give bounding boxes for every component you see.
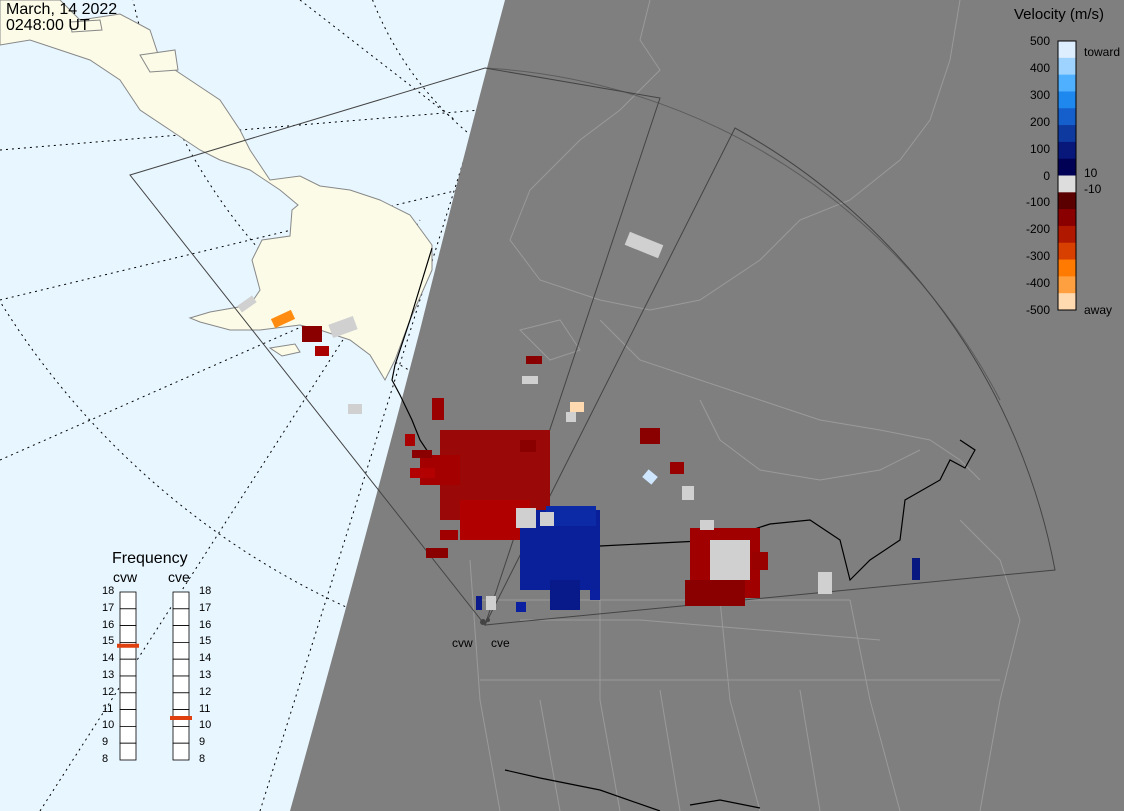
echoes-away [302, 326, 768, 606]
frequency-marker [170, 716, 192, 720]
frequency-bars [117, 591, 192, 761]
frequency-tick-left: 14 [102, 652, 115, 665]
frequency-tick-left: 12 [102, 685, 115, 698]
ground-scatter [237, 231, 832, 610]
frequency-tick-left: 8 [102, 753, 109, 765]
frequency-radar-cve-label: cve [168, 569, 190, 585]
velocity-tick-label: 500 [1029, 34, 1050, 48]
frequency-tick-left: 10 [102, 719, 115, 732]
velocity-tick-label: 400 [1029, 60, 1050, 75]
frequency-cell [172, 675, 190, 694]
date-label: March, 14 2022 [6, 1, 118, 18]
frequency-tick-left: 17 [102, 601, 115, 614]
frequency-title: Frequency [112, 550, 188, 567]
frequency-tick-right: 9 [199, 736, 206, 749]
frequency-cell [119, 608, 137, 626]
frequency-tick-left: 15 [102, 635, 115, 648]
velocity-away-label: away [1084, 303, 1113, 317]
radar-site-cvw-label: cvw [452, 636, 473, 650]
frequency-cell [172, 625, 190, 643]
velocity-tick-label: -300 [1025, 249, 1050, 264]
echoes-misc [270, 309, 658, 485]
velocity-tick-label: -500 [1025, 303, 1050, 317]
radar-site-markers [480, 618, 490, 625]
frequency-tick-left: 18 [102, 585, 115, 597]
frequency-tick-right: 8 [199, 753, 206, 765]
country-borders [391, 247, 976, 811]
velocity-toward-label: toward [1084, 45, 1121, 59]
frequency-tick-right: 15 [199, 635, 212, 648]
frequency-tick-right: 18 [199, 585, 212, 597]
frequency-tick-right: 17 [199, 601, 212, 614]
frequency-tick-left: 16 [102, 618, 115, 631]
islands [69, 19, 179, 73]
alaska-land [0, 0, 433, 382]
velocity-scale-title: Velocity (m/s) [1014, 6, 1105, 23]
colorbar-swatch [1058, 192, 1076, 210]
time-label: 0248:00 UT [6, 17, 90, 34]
frequency-cell [119, 692, 137, 710]
frequency-cell [172, 726, 190, 744]
velocity-tick-label: -100 [1025, 195, 1050, 210]
night-land-outlines [469, 0, 1021, 811]
frequency-cell [172, 608, 190, 626]
velocity-pos-threshold-label: 10 [1084, 166, 1098, 180]
velocity-tick-label: 100 [1029, 141, 1050, 156]
colorbar-swatch [1058, 125, 1076, 143]
colorbar-swatch [1058, 242, 1076, 261]
colorbar-swatch [1058, 175, 1076, 193]
velocity-tick-label: 0 [1043, 168, 1050, 183]
colorbar-swatch [1058, 276, 1076, 294]
radar-fov [129, 67, 1056, 627]
colorbar-swatch [1058, 259, 1076, 277]
frequency-tick-right: 12 [199, 685, 212, 698]
frequency-tick-right: 14 [199, 652, 212, 665]
colorbar-swatch [1058, 91, 1076, 109]
frequency-tick-right: 11 [199, 702, 211, 715]
frequency-cell [119, 709, 137, 727]
frequency-marker [117, 643, 139, 648]
frequency-tick-left: 11 [102, 702, 114, 715]
frequency-tick-left: 13 [102, 669, 115, 681]
frequency-cell [119, 726, 137, 744]
colorbar-swatch [1058, 74, 1076, 92]
colorbar-swatch [1058, 293, 1076, 311]
radar-site-cve-label: cve [491, 636, 510, 650]
frequency-radar-cvw-label: cvw [113, 569, 138, 585]
frequency-tick-right: 10 [199, 719, 212, 732]
frequency-tick-right: 13 [199, 669, 212, 681]
frequency-cell [172, 658, 190, 677]
colorbar-frame [1057, 40, 1077, 311]
frequency-tick-right: 16 [199, 618, 212, 631]
frequency-cell [172, 642, 190, 660]
colorbar-swatch [1058, 158, 1076, 176]
velocity-tick-label: -200 [1025, 222, 1050, 237]
frequency-cell [119, 658, 137, 677]
frequency-cell [119, 625, 137, 643]
velocity-tick-label: 200 [1029, 114, 1050, 129]
colorbar-swatch [1058, 209, 1076, 227]
colorbar-swatch [1058, 108, 1076, 126]
frequency-cell [172, 591, 190, 610]
frequency-cell [119, 742, 137, 761]
velocity-colorbar [1057, 40, 1077, 311]
frequency-cell [119, 591, 137, 610]
colorbar-swatch [1058, 141, 1076, 160]
velocity-tick-label: 300 [1029, 87, 1050, 102]
velocity-tick-label: -400 [1025, 276, 1050, 291]
frequency-cell [119, 675, 137, 694]
colorbar-swatch [1058, 225, 1076, 244]
frequency-tick-left: 9 [102, 736, 109, 749]
night-region [290, 0, 1124, 811]
colorbar-swatch [1058, 57, 1076, 76]
colorbar-swatch [1058, 41, 1076, 59]
frequency-cell [172, 742, 190, 761]
frequency-cell [172, 692, 190, 710]
velocity-neg-threshold-label: -10 [1084, 182, 1102, 196]
